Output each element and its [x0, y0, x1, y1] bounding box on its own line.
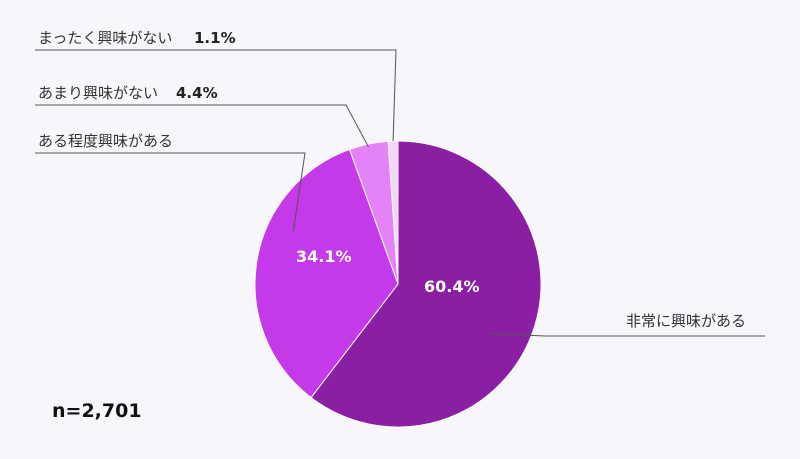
value-label-0: 60.4%	[424, 277, 480, 296]
leader-line-3	[35, 49, 397, 142]
value-label-1: 34.1%	[296, 247, 352, 266]
pie-slice-0	[310, 140, 542, 428]
category-label-1: ある程度興味がある	[38, 132, 173, 150]
value-label-3: 1.1%	[194, 29, 236, 47]
sample-size-label: n=2,701	[52, 400, 142, 422]
leader-line-1	[35, 152, 306, 232]
value-label-2: 4.4%	[176, 84, 218, 102]
category-label-2: あまり興味がない	[38, 84, 158, 102]
leader-line-0	[488, 332, 765, 337]
category-label-3: まったく興味がない	[38, 29, 172, 47]
leader-line-2	[35, 104, 370, 148]
category-label-0: 非常に興味がある	[626, 312, 746, 330]
pie-slice-1	[254, 148, 399, 399]
